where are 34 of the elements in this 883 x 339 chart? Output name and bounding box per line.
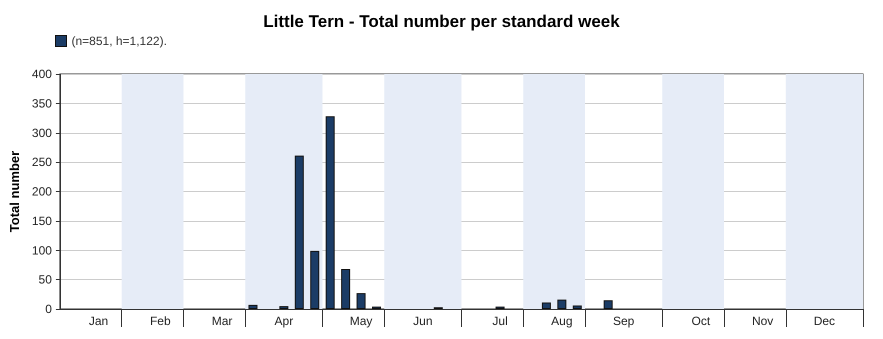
y-tick-label: 250 [32,155,52,170]
bar [326,116,335,309]
y-axis-title: Total number [7,150,22,232]
bar [356,293,366,309]
legend-label: (n=851, h=1,122). [72,34,167,48]
y-tick-label: 50 [38,272,52,287]
y-tick-label: 300 [32,126,52,140]
bar [341,269,350,309]
bar [604,300,613,309]
y-tick-label: 150 [32,214,52,228]
x-tick-label: Oct [692,314,711,328]
x-tick-label: Aug [551,314,573,328]
x-tick-label: Mar [212,314,232,328]
y-tick-label: 400 [32,67,52,81]
y-tick-label: 350 [32,96,52,110]
bar [557,300,566,309]
x-tick-label: Jul [492,314,508,328]
x-tick-label: May [350,314,372,328]
bar [572,305,582,309]
x-tick-label: Sep [612,314,635,328]
x-tick-label: Jun [413,314,433,328]
x-tick-label: Dec [814,314,836,328]
bar [294,156,304,309]
y-tick-label: 0 [45,302,52,316]
bar [542,302,551,309]
bar [310,250,320,309]
x-tick-label: Apr [274,314,294,328]
x-tick-label: Feb [150,314,171,328]
chart-title: Little Tern - Total number per standard week [263,12,620,31]
y-tick-label: 100 [32,243,52,258]
y-tick-label: 200 [32,184,52,198]
x-tick-label: Nov [752,314,774,328]
x-tick-label: Jan [88,314,108,328]
bar [248,304,258,309]
